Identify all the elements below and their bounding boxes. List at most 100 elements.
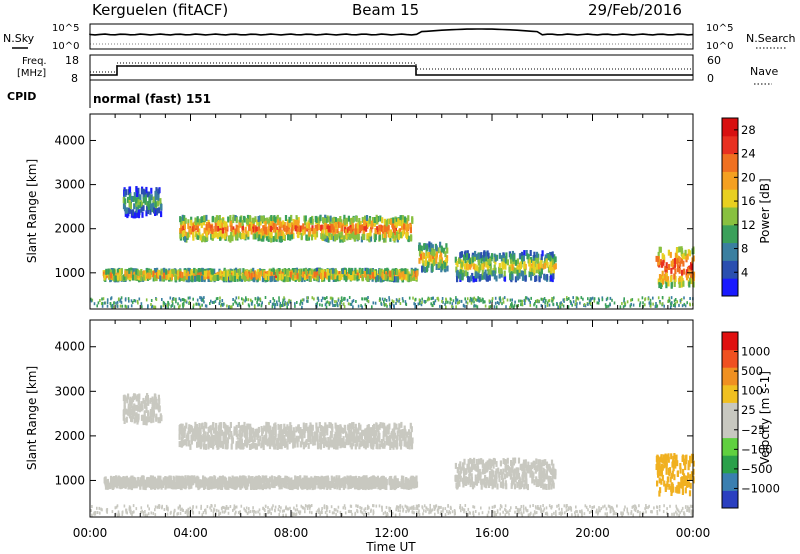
velocity-echo-cell <box>183 479 186 486</box>
power-echo-cell <box>137 203 140 210</box>
velocity-echo-cell <box>294 475 297 482</box>
power-ground-cell <box>340 296 343 300</box>
velocity-echo-cell <box>347 439 350 446</box>
power-echo-cell <box>374 234 377 241</box>
velocity-echo-cell <box>346 479 350 486</box>
power-echo-cell <box>196 275 199 282</box>
power-echo-cell <box>142 188 145 195</box>
power-echo-cell <box>365 268 368 275</box>
power-echo-cell <box>498 268 501 275</box>
power-echo-cell <box>485 274 488 281</box>
power-echo-cell <box>405 274 408 281</box>
power-echo-cell <box>477 259 480 266</box>
power-echo-cell <box>402 230 405 237</box>
power-echo-cell <box>660 261 663 268</box>
power-echo-cell <box>535 275 538 282</box>
power-colorbar-segment <box>722 189 738 208</box>
power-echo-cell <box>502 262 505 269</box>
velocity-echo-cell <box>382 431 385 437</box>
velocity-echo-cell <box>310 476 313 483</box>
power-ground-cell <box>169 296 172 300</box>
velocity-echo-cell <box>312 479 315 486</box>
power-colorbar-tick-label: 4 <box>741 265 748 279</box>
velocity-echo-cell <box>292 442 295 449</box>
power-ground-cell <box>534 302 536 305</box>
power-echo-cell <box>394 225 397 231</box>
power-ground-cell <box>552 302 554 306</box>
velocity-echo-cell <box>152 476 155 483</box>
power-echo-cell <box>177 270 180 277</box>
power-ground-cell <box>570 302 572 305</box>
power-echo-cell <box>244 275 247 282</box>
power-ground-cell <box>324 297 326 301</box>
power-echo-cell <box>444 262 447 269</box>
velocity-echo-cell <box>351 476 354 483</box>
power-ground-cell <box>385 299 388 302</box>
power-ground-cell <box>389 304 391 308</box>
power-echo-cell <box>511 274 514 281</box>
power-echo-cell <box>358 218 361 224</box>
power-ground-cell <box>383 303 386 307</box>
power-echo-cell <box>535 256 538 263</box>
velocity-echo-cell <box>231 479 234 486</box>
power-echo-cell <box>127 271 130 278</box>
velocity-echo-cell <box>303 478 306 484</box>
power-echo-cell <box>379 270 382 277</box>
power-echo-cell <box>510 265 513 272</box>
power-echo-cell <box>549 264 552 271</box>
power-echo-cell <box>675 247 679 254</box>
power-echo-cell <box>431 244 434 251</box>
power-ground-cell <box>264 296 267 299</box>
power-echo-cell <box>182 275 185 282</box>
power-echo-cell <box>181 214 184 221</box>
power-echo-cell <box>549 251 552 258</box>
power-echo-cell <box>225 230 228 237</box>
power-ground-cell <box>583 303 586 306</box>
power-echo-cell <box>258 234 261 241</box>
velocity-echo-cell <box>285 476 288 483</box>
power-echo-cell <box>349 233 352 240</box>
power-echo-cell <box>250 273 253 279</box>
velocity-echo-cell <box>241 482 244 489</box>
power-echo-cell <box>544 262 547 269</box>
velocity-echo-cell <box>409 480 412 487</box>
power-ground-cell <box>371 305 373 309</box>
velocity-echo-cell <box>328 482 331 489</box>
power-ground-cell <box>630 302 632 306</box>
power-echo-cell <box>383 228 386 235</box>
power-echo-cell <box>678 267 681 274</box>
velocity-echo-cell <box>218 424 221 430</box>
power-echo-cell <box>369 272 372 279</box>
power-echo-cell <box>490 253 494 260</box>
power-echo-cell <box>193 268 196 274</box>
power-echo-cell <box>257 220 260 227</box>
power-echo-cell <box>162 272 165 279</box>
power-echo-cell <box>243 233 246 239</box>
power-echo-cell <box>545 258 548 265</box>
velocity-echo-cell <box>348 476 351 483</box>
velocity-echo-cell <box>281 477 284 484</box>
power-echo-cell <box>129 203 132 210</box>
velocity-echo-cell <box>403 482 406 489</box>
power-echo-cell <box>514 276 517 283</box>
power-ground-cell <box>258 303 260 307</box>
velocity-echo-cell <box>251 427 255 434</box>
power-echo-cell <box>679 260 682 267</box>
power-echo-cell <box>659 246 662 253</box>
power-echo-cell <box>276 233 279 240</box>
power-echo-cell <box>184 217 187 224</box>
power-echo-cell <box>227 216 230 223</box>
power-ground-cell <box>141 305 143 309</box>
velocity-echo-cell <box>315 476 318 482</box>
power-ground-cell <box>280 304 282 307</box>
power-ground-cell <box>136 299 139 303</box>
power-echo-cell <box>116 274 120 281</box>
power-echo-cell <box>188 276 191 283</box>
velocity-echo-cell <box>401 482 404 489</box>
power-echo-cell <box>431 254 434 261</box>
power-echo-cell <box>325 236 328 243</box>
power-echo-cell <box>106 269 109 276</box>
power-echo-cell <box>287 234 290 241</box>
power-echo-cell <box>276 216 279 223</box>
power-echo-cell <box>242 273 245 280</box>
